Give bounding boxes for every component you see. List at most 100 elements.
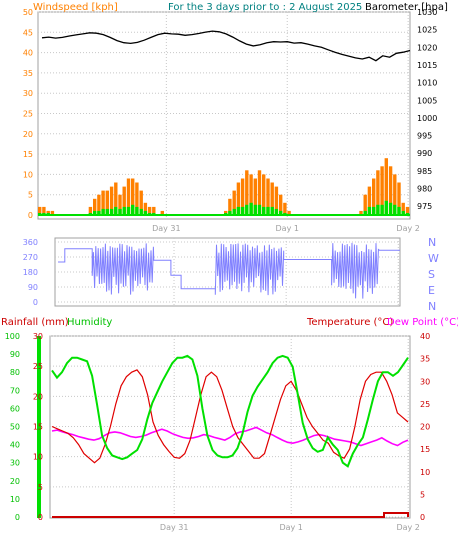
temperature-tick-label: 20	[420, 423, 430, 432]
avg-bar	[384, 200, 388, 215]
wind-tick-label: 10	[23, 170, 33, 179]
gust-bar	[232, 190, 236, 215]
avg-bar	[270, 206, 274, 215]
temp-day-ticks: Day 31 Day 1 Day 2	[160, 523, 420, 532]
avg-bar	[397, 206, 401, 215]
gust-bar	[147, 206, 152, 215]
avg-bar	[363, 210, 367, 215]
avg-bar	[114, 206, 118, 215]
gust-bar	[249, 174, 253, 215]
wind-tick-label: 35	[23, 69, 33, 78]
temperature-tick-label: 40	[420, 332, 430, 341]
humidity-tick-label: 100	[5, 332, 20, 341]
avg-bar	[143, 210, 148, 215]
gust-bar	[279, 194, 283, 215]
wind-gust-bars	[38, 158, 410, 215]
wind-tick-label: 30	[23, 89, 33, 98]
gust-bar	[122, 186, 126, 215]
wind-direction-trace	[58, 242, 400, 299]
dewpoint-line	[51, 426, 409, 447]
humidity-tick-label: 40	[10, 441, 20, 450]
baro-axis-ticks: 1030 1025 1020 1015 1010 1005 1000 995 990 985 980…	[417, 8, 437, 211]
humidity-line	[51, 354, 409, 468]
gust-bar	[240, 178, 245, 215]
direction-tick-label: 0	[33, 298, 38, 307]
direction-tick-label: 180	[23, 268, 38, 277]
day-tick-label: Day 2	[396, 523, 419, 532]
baro-tick-label: 980	[417, 185, 432, 194]
day-tick-label: Day 2	[396, 224, 419, 233]
gust-bar	[405, 206, 410, 215]
gust-bar	[118, 194, 122, 215]
rain-tick-label: 15	[33, 423, 43, 432]
temperature-tick-label: 10	[420, 468, 430, 477]
avg-bar	[232, 208, 236, 215]
baro-tick-label: 975	[417, 202, 432, 211]
baro-tick-label: 1015	[417, 61, 437, 70]
baro-tick-label: 990	[417, 149, 432, 158]
gust-bar	[109, 186, 114, 215]
baro-tick-label: 1020	[417, 43, 437, 52]
avg-bar	[376, 204, 380, 215]
baro-tick-label: 1005	[417, 96, 437, 105]
temperature-axis-ticks: 40 35 30 25 20 15 10 5 0	[420, 332, 430, 522]
rainfall-line	[52, 512, 409, 518]
avg-bar	[367, 206, 372, 215]
gust-bar	[393, 174, 397, 215]
gust-bar	[224, 210, 228, 215]
avg-bar	[249, 202, 253, 215]
avg-bar	[401, 210, 405, 215]
gust-bar	[376, 170, 380, 215]
direction-degree-ticks: 360 270 180 90 0	[23, 238, 38, 307]
day-tick-label: Day 31	[152, 224, 181, 233]
rain-legend: Rainfall (mm)	[1, 317, 69, 328]
humidity-tick-label: 20	[10, 477, 20, 486]
gust-bar	[88, 206, 93, 215]
gust-bar	[397, 182, 401, 215]
humidity-legend: Humidity	[67, 317, 112, 328]
avg-bar	[118, 208, 122, 215]
temperature-tick-label: 5	[420, 490, 425, 499]
temperature-tick-label: 0	[420, 513, 425, 522]
compass-tick-label: N	[428, 236, 436, 249]
wind-tick-label: 40	[23, 49, 33, 58]
avg-bar	[131, 204, 135, 215]
gust-bar	[126, 178, 131, 215]
gust-bar	[367, 186, 372, 215]
gust-bar	[236, 182, 241, 215]
humidity-tick-label: 60	[10, 404, 20, 413]
temperature-tick-label: 15	[420, 445, 430, 454]
gust-bar	[46, 210, 50, 215]
humidity-tick-label: 0	[15, 513, 20, 522]
avg-bar	[105, 208, 109, 215]
avg-bar	[135, 206, 139, 215]
rain-axis-ticks: 30 25 20 15 10 5 0	[33, 332, 43, 522]
rain-tick-label: 30	[33, 332, 43, 341]
gust-bar	[152, 206, 156, 215]
avg-bar	[257, 204, 262, 215]
gust-bar	[101, 190, 105, 215]
gust-bar	[253, 178, 257, 215]
gust-bar	[135, 182, 139, 215]
gust-bar	[42, 206, 46, 215]
wind-axis-title: Windspeed [kph]	[33, 2, 118, 13]
avg-bar	[279, 210, 283, 215]
avg-bar	[253, 204, 257, 215]
baro-axis-title: Barometer [hpa]	[365, 2, 448, 13]
compass-tick-label: S	[428, 268, 435, 281]
gust-bar	[401, 202, 405, 215]
baro-tick-label: 1010	[417, 79, 437, 88]
temperature-line	[51, 369, 409, 464]
gust-bar	[105, 190, 109, 215]
avg-bar	[236, 206, 241, 215]
avg-bar	[109, 208, 114, 215]
avg-bar	[372, 206, 376, 215]
avg-bar	[139, 208, 143, 215]
humidity-tick-label: 30	[10, 459, 20, 468]
gust-bar	[270, 182, 274, 215]
barometer-line	[41, 30, 411, 62]
baro-tick-label: 995	[417, 132, 432, 141]
gust-bar	[143, 202, 148, 215]
